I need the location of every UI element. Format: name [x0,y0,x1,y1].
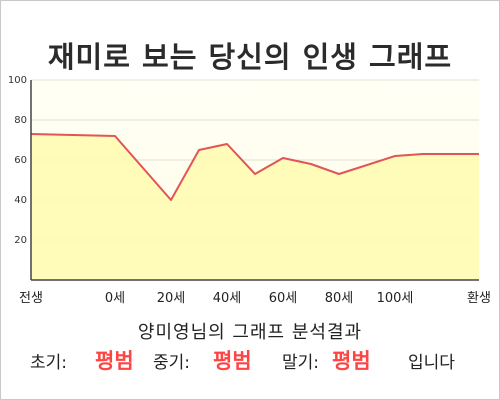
x-axis-ticks: 전생 0세 20세 40세 60세 80세 100세 환생 [19,291,491,306]
y-tick-label: 20 [14,235,27,246]
early-label: 초기: [30,353,68,373]
y-tick-label: 60 [14,155,27,166]
late-label: 말기: [282,353,320,373]
x-tick-label: 80세 [325,291,354,306]
axes [30,80,479,281]
analysis-subtitle: 양미영님의 그래프 분석결과 [137,322,363,343]
x-tick-label: 40세 [213,291,242,306]
page-title: 재미로 보는 당신의 인생 그래프 [47,40,453,74]
early-value: 평범 [95,349,134,373]
life-graph-chart: 20 40 60 80 100 전생 0세 20세 40세 60세 80세 100세 환생 [8,75,491,306]
x-tick-label: 20세 [157,291,186,306]
area-fill [31,134,479,280]
x-tick-label: 환생 [467,291,491,306]
x-tick-label: 100세 [377,291,414,306]
x-tick-label: 전생 [19,291,43,306]
y-tick-label: 100 [8,75,27,86]
x-tick-label: 60세 [269,291,298,306]
series-line [30,133,479,201]
middle-value: 평범 [213,349,252,373]
middle-label: 중기: [153,353,191,373]
y-tick-label: 80 [14,115,27,126]
y-tick-label: 40 [14,195,27,206]
x-tick-label: 0세 [105,291,125,306]
result-suffix: 입니다 [408,353,455,373]
area-layer [30,133,479,280]
y-axis-ticks: 20 40 60 80 100 [8,75,27,246]
late-value: 평범 [332,349,371,373]
